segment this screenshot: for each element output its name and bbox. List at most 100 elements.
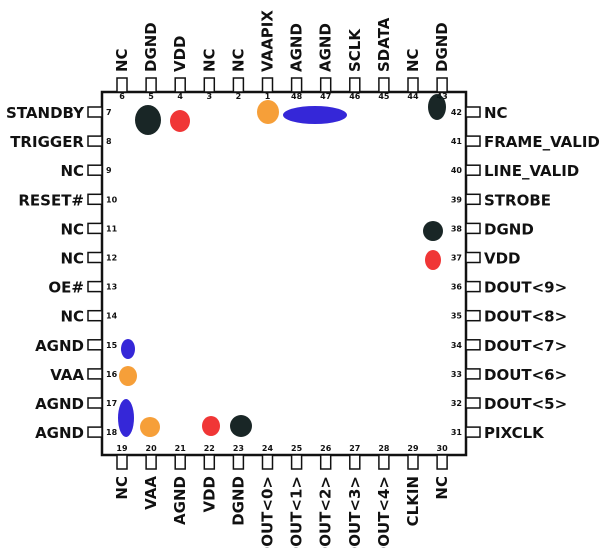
- pin-38: [465, 222, 481, 235]
- pin-10: [87, 193, 103, 206]
- pin-25: [290, 454, 303, 470]
- pin-label-oe: OE#: [48, 279, 84, 297]
- pin-16: [87, 368, 103, 380]
- pin-label-nc: NC: [113, 48, 131, 72]
- pin-number-42: 42: [451, 108, 462, 117]
- pin-number-36: 36: [451, 283, 463, 292]
- pin-number-44: 44: [407, 92, 419, 101]
- pin-number-7: 7: [106, 108, 112, 117]
- pin-number-41: 41: [451, 137, 463, 146]
- pin-label-nc: NC: [60, 308, 84, 326]
- pin-label-agnd: AGND: [35, 395, 84, 413]
- pin-label-pixclk: PIXCLK: [484, 424, 545, 442]
- pin-number-27: 27: [349, 444, 360, 453]
- pin-13: [87, 280, 103, 293]
- vaapix-blob: [257, 100, 279, 124]
- pin-number-21: 21: [175, 444, 187, 453]
- pin-label-dout-0: DOUT<0>: [259, 476, 277, 548]
- pin-number-5: 5: [148, 92, 154, 101]
- pin-label-vaapix: VAAPIX: [259, 10, 277, 72]
- pin-number-6: 6: [119, 92, 125, 101]
- pin-26: [319, 454, 332, 470]
- pin-number-37: 37: [451, 254, 462, 263]
- pin-43: [436, 77, 448, 93]
- pin-label-nc: NC: [60, 250, 84, 268]
- pin-number-13: 13: [106, 283, 117, 292]
- pin-number-1: 1: [265, 92, 271, 101]
- pin-number-14: 14: [106, 312, 118, 321]
- pin-number-34: 34: [451, 341, 463, 350]
- chip-body: [100, 90, 468, 457]
- pin-number-20: 20: [146, 444, 158, 453]
- dgnd-blob: [135, 105, 161, 135]
- pin-48: [290, 77, 303, 93]
- pin-number-28: 28: [378, 444, 390, 453]
- pin-number-47: 47: [320, 92, 331, 101]
- pin-label-dgnd: DGND: [433, 22, 451, 72]
- pin-44: [407, 77, 419, 93]
- pin-22: [203, 454, 216, 470]
- pin-17: [87, 397, 103, 409]
- pin-42: [465, 106, 481, 118]
- pin-label-vdd: VDD: [200, 476, 218, 513]
- pin-label-dgnd: DGND: [142, 22, 160, 72]
- pin-46: [349, 77, 361, 93]
- pin-label-sclk: SCLK: [346, 28, 364, 72]
- pin-number-19: 19: [116, 444, 128, 453]
- pin-label-line-valid: LINE_VALID: [484, 162, 579, 180]
- pin-number-38: 38: [451, 224, 463, 233]
- pin-18: [87, 426, 103, 438]
- pin-number-10: 10: [106, 195, 118, 204]
- pin-label-nc: NC: [404, 48, 422, 72]
- pin-2: [232, 77, 245, 93]
- pin-label-dout-3: DOUT<3>: [346, 476, 364, 548]
- vdd-blob: [170, 110, 190, 132]
- pin-28: [378, 454, 390, 470]
- pin-30: [436, 454, 448, 470]
- pin-39: [465, 193, 481, 206]
- pin-label-agnd: AGND: [35, 337, 84, 355]
- pin-label-agnd: AGND: [317, 23, 335, 72]
- pin-14: [87, 309, 103, 322]
- pin-label-agnd: AGND: [171, 476, 189, 525]
- pin-8: [87, 135, 103, 147]
- pin-23: [232, 454, 245, 470]
- agnd-blob: [121, 339, 135, 359]
- pin-number-33: 33: [451, 370, 462, 379]
- pin-label-sdata: SDATA: [375, 17, 393, 72]
- pin-number-18: 18: [106, 428, 118, 437]
- pin-number-31: 31: [451, 428, 463, 437]
- pin-41: [465, 135, 481, 147]
- pin-number-30: 30: [437, 444, 449, 453]
- pin-number-8: 8: [106, 137, 112, 146]
- pin-number-11: 11: [106, 224, 118, 233]
- agnd-blob: [283, 106, 347, 124]
- pin-5: [145, 77, 157, 93]
- pin-number-35: 35: [451, 312, 463, 321]
- pin-label-clkin: CLKIN: [404, 476, 422, 526]
- pin-label-vdd: VDD: [171, 35, 189, 72]
- pin-label-dout-1: DOUT<1>: [288, 476, 306, 548]
- pin-27: [349, 454, 361, 470]
- pin-label-vdd: VDD: [484, 250, 521, 268]
- pin-36: [465, 280, 481, 293]
- pin-35: [465, 309, 481, 322]
- pin-number-46: 46: [349, 92, 361, 101]
- pin-number-45: 45: [378, 92, 390, 101]
- pin-number-17: 17: [106, 399, 117, 408]
- pin-label-agnd: AGND: [35, 424, 84, 442]
- pin-number-40: 40: [451, 166, 463, 175]
- pin-number-12: 12: [106, 254, 117, 263]
- pin-number-29: 29: [407, 444, 419, 453]
- agnd-blob: [118, 399, 134, 437]
- pin-number-22: 22: [204, 444, 215, 453]
- pin-31: [465, 426, 481, 438]
- pin-number-9: 9: [106, 166, 112, 175]
- pin-3: [203, 77, 216, 93]
- pin-label-nc: NC: [229, 48, 247, 72]
- pin-label-dgnd: DGND: [229, 476, 247, 526]
- pin-6: [116, 77, 128, 93]
- pin-number-16: 16: [106, 370, 118, 379]
- pin-label-vaa: VAA: [142, 476, 160, 510]
